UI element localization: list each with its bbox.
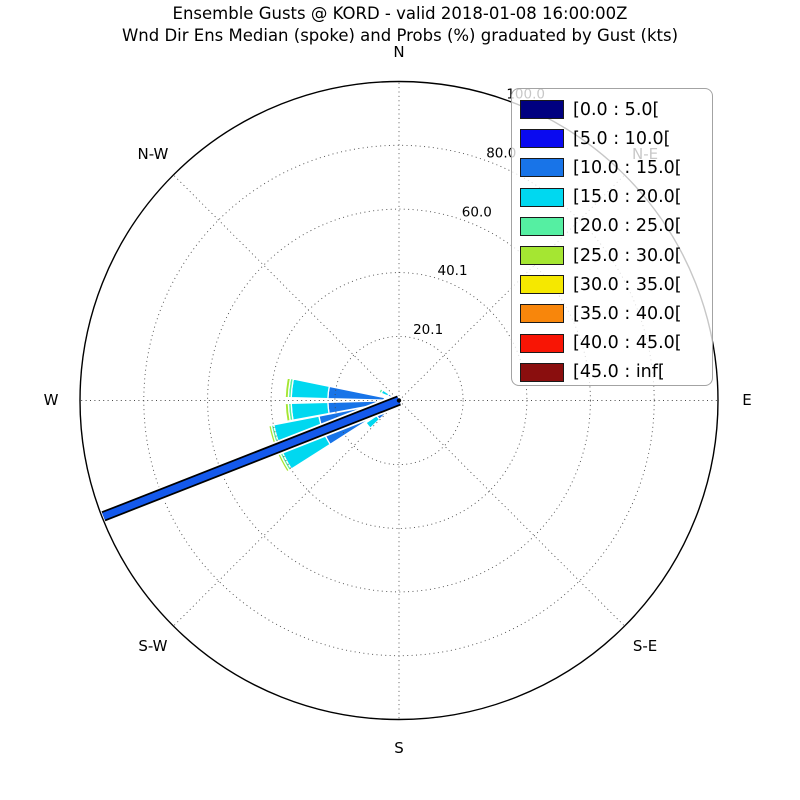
legend-label: [20.0 : 25.0[ [573,216,682,237]
legend-swatch [520,275,564,295]
wedge-segment-w-upper [327,385,386,401]
legend-item: [40.0 : 45.0[ [520,329,706,358]
compass-label-s-e: S-E [633,637,657,655]
radial-tick-label: 20.1 [413,322,443,338]
legend-item: [0.0 : 5.0[ [520,95,706,124]
legend-swatch [520,129,564,149]
legend-swatch [520,333,564,353]
legend-item: [30.0 : 35.0[ [520,270,706,299]
legend-swatch [520,362,564,382]
wedge-segment-wnw [378,388,384,394]
grid-circle [334,335,464,466]
legend-item: [10.0 : 15.0[ [520,153,706,182]
grid-circle [207,208,591,593]
radial-tick-label: 60.0 [462,205,492,221]
compass-label-w: W [44,391,59,409]
wedge-segment-w-upper [290,378,330,400]
legend-label: [40.0 : 45.0[ [573,333,682,354]
grid-spoke [173,400,400,627]
compass-label-s-w: S-W [138,637,167,655]
legend-label: [5.0 : 10.0[ [573,128,671,149]
page-subtitle: Wnd Dir Ens Median (spoke) and Probs (%)… [121,26,679,45]
compass-label-s: S [394,739,404,757]
median-spoke [102,397,401,520]
legend-item: [15.0 : 20.0[ [520,183,706,212]
legend-label: [15.0 : 20.0[ [573,187,682,208]
legend-label: [30.0 : 35.0[ [573,274,682,295]
legend-label: [35.0 : 40.0[ [573,303,682,324]
legend-label: [45.0 : inf[ [573,362,665,383]
legend-item: [25.0 : 30.0[ [520,241,706,270]
page-title: Ensemble Gusts @ KORD - valid 2018-01-08… [172,4,628,23]
legend-swatch [520,216,564,236]
radial-tick-label: 40.1 [438,263,468,279]
legend-swatch [520,304,564,324]
legend-item: [20.0 : 25.0[ [520,212,706,241]
legend-label: [10.0 : 15.0[ [573,157,682,178]
wedge-segment-w-lower [284,402,291,422]
center-dot [396,398,402,403]
legend-item: [45.0 : inf[ [520,358,706,387]
grid-spoke [173,174,400,401]
grid-spoke [398,400,625,627]
outer-circle [79,80,719,721]
compass-label-e: E [742,391,751,409]
compass-label-n: N [393,43,404,61]
wedge-segment-w-upper [284,377,292,399]
grid-spoke [398,174,625,401]
wedge-segment-wsw [268,424,290,473]
compass-label-n-w: N-W [137,145,168,163]
legend-swatch [520,246,564,266]
legend-swatch [520,158,564,178]
legend-item: [5.0 : 10.0[ [520,124,706,153]
legend-swatch [520,187,564,207]
legend-item: [35.0 : 40.0[ [520,299,706,328]
legend-label: [25.0 : 30.0[ [573,245,682,266]
legend: [0.0 : 5.0[ [5.0 : 10.0[ [10.0 : 15.0[ [15.… [511,88,713,386]
legend-swatch [520,100,564,120]
legend-label: [0.0 : 5.0[ [573,99,660,120]
radial-tick-label: 80.0 [486,146,516,162]
